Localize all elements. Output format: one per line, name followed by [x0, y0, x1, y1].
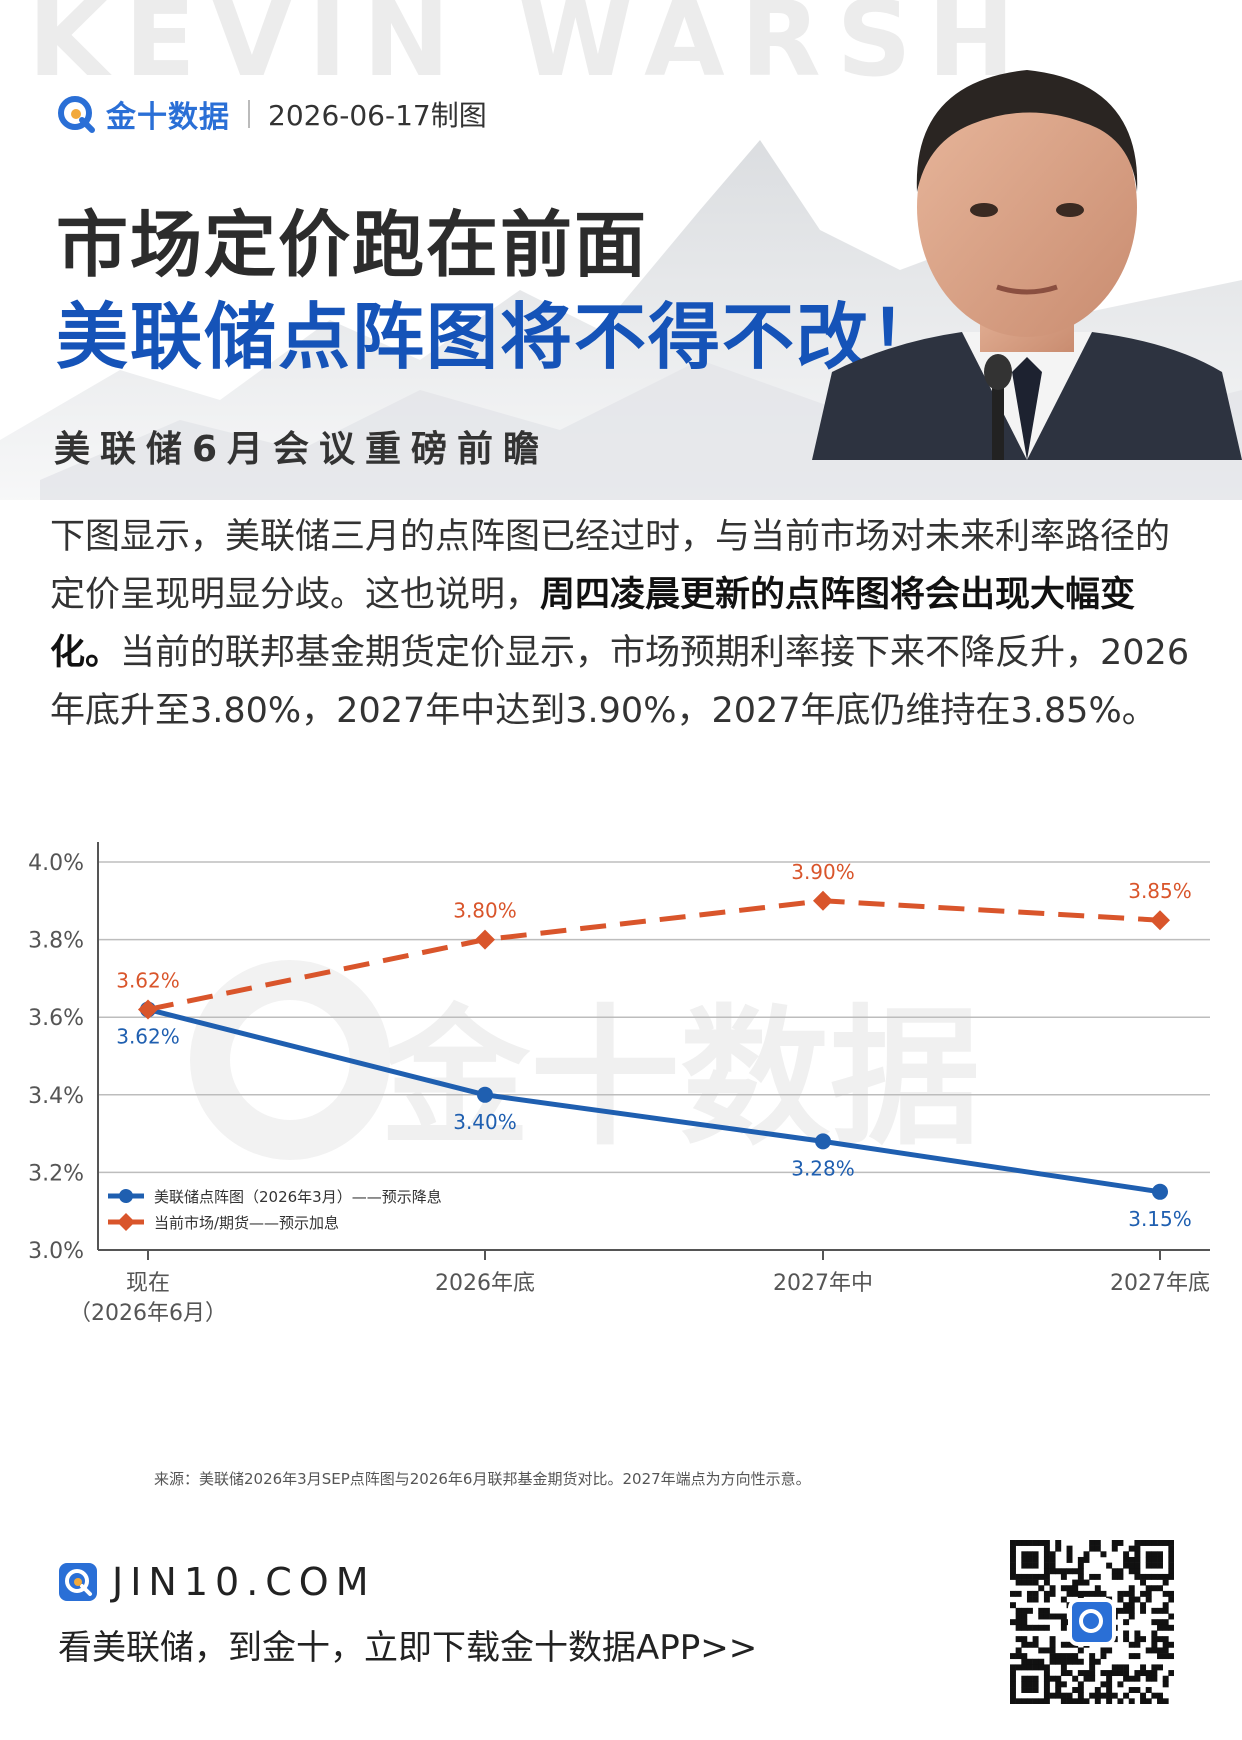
- x-tick-label: 2027年中: [773, 1271, 873, 1296]
- qr-code-icon[interactable]: [1010, 1540, 1174, 1704]
- footer-slogan: 看美联储，到金十，立即下载金十数据APP>>: [58, 1628, 758, 1668]
- rate-path-chart: 金十数据 3.0% 3.2% 3.4% 3.6% 3.8% 4.0% 现在 （2026年6月） 2…: [28, 842, 1210, 1326]
- series-point-2: [813, 890, 833, 911]
- data-label: 3.90%: [791, 860, 855, 884]
- x-tick-label: 现在: [126, 1271, 170, 1296]
- data-label: 3.62%: [116, 968, 180, 992]
- legend-marker: [119, 1189, 133, 1203]
- legend-label: 美联储点阵图（2026年3月）——预示降息: [154, 1188, 442, 1206]
- body-text-part2: 当前的联邦基金期货定价显示，市场预期利率接下来不降反升，2026年底升至3.80…: [50, 633, 1190, 731]
- title-line-1: 市场定价跑在前面: [56, 203, 649, 287]
- chart-watermark: 金十数据: [379, 992, 980, 1166]
- y-tick-label: 3.2%: [28, 1161, 84, 1186]
- y-tick-label: 4.0%: [28, 851, 84, 876]
- x-tick-label: （2026年6月）: [69, 1301, 227, 1326]
- data-label: 3.85%: [1128, 879, 1192, 903]
- legend-label: 当前市场/期货——预示加息: [154, 1214, 339, 1232]
- y-tick-label: 3.0%: [28, 1239, 84, 1264]
- data-label: 3.28%: [791, 1156, 855, 1180]
- footer-brand: JIN10.COM: [58, 1560, 376, 1604]
- data-label: 3.15%: [1128, 1207, 1192, 1231]
- x-tick-label: 2027年底: [1110, 1271, 1210, 1296]
- jin10-logo-icon: [58, 96, 95, 133]
- title-line-2: 美联储点阵图将不得不改！: [56, 295, 945, 379]
- jin10-footer-logo-icon: [59, 1563, 97, 1601]
- y-tick-label: 3.8%: [28, 929, 84, 954]
- brand-header: 金十数据 2026-06-17制图: [56, 92, 487, 136]
- y-tick-label: 3.6%: [28, 1006, 84, 1031]
- series-point-2: [138, 999, 158, 1020]
- series-point-1: [477, 1086, 493, 1103]
- series-point-1: [815, 1133, 831, 1150]
- footer-site[interactable]: JIN10.COM: [112, 1560, 376, 1604]
- chart-date: 2026-06-17制图: [268, 99, 487, 132]
- legend-marker: [117, 1213, 135, 1231]
- series-line-2: [147, 898, 1161, 1012]
- series-point-1: [1152, 1183, 1168, 1200]
- y-tick-label: 3.4%: [28, 1084, 84, 1109]
- subtitle: 美联储6月会议重磅前瞻: [54, 429, 550, 470]
- data-label: 3.40%: [453, 1110, 517, 1134]
- brand-divider: [248, 100, 250, 128]
- body-paragraph: 下图显示，美联储三月的点阵图已经过时，与当前市场对未来利率路径的定价呈现明显分歧…: [50, 508, 1200, 740]
- data-label: 3.62%: [116, 1024, 180, 1048]
- chart-source: 来源：美联储2026年3月SEP点阵图与2026年6月联邦基金期货对比。2027…: [154, 1470, 811, 1488]
- body-text-bold: 周四凌晨更新的点阵图将会出现大幅变化。: [50, 575, 1136, 673]
- body-text-part1: 下图显示，美联储三月的点阵图已经过时，与当前市场对未来利率路径的定价呈现明显分歧…: [50, 517, 1171, 615]
- series-point-2: [475, 929, 495, 950]
- series-line-1: [147, 1007, 1161, 1195]
- header-watermark: KEVIN WARSH: [28, 0, 1031, 100]
- portrait-photo: [812, 70, 1242, 460]
- series-point-2: [1150, 910, 1170, 931]
- brand-name: 金十数据: [106, 100, 230, 135]
- x-tick-label: 2026年底: [435, 1271, 535, 1296]
- data-label: 3.80%: [453, 899, 517, 923]
